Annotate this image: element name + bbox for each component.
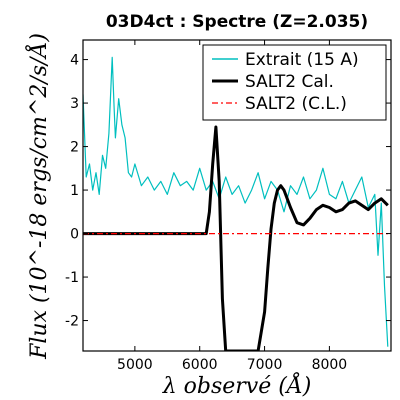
legend-label-salt2-cl: SALT2 (C.L.) <box>245 94 347 114</box>
y-tick-label--1: -1 <box>65 270 79 286</box>
y-tick-label-3: 3 <box>70 96 79 112</box>
y-tick-label-4: 4 <box>70 53 79 69</box>
x-tick-label-7000: 7000 <box>247 357 283 373</box>
y-tick-label-2: 2 <box>70 140 79 156</box>
y-tick-label-1: 1 <box>70 183 79 199</box>
series-line-salt2-cal <box>83 125 389 351</box>
series-layer <box>83 56 391 351</box>
legend-label-extrait: Extrait (15 A) <box>245 50 359 70</box>
legend: Extrait (15 A) SALT2 Cal. SALT2 (C.L.) <box>202 44 387 121</box>
legend-label-salt2-cal: SALT2 Cal. <box>245 72 334 92</box>
ticks-layer: 5000 6000 7000 8000 4 3 2 1 0 -1 -2 <box>65 40 391 373</box>
y-tick-label--2: -2 <box>65 314 79 330</box>
y-tick-label-0: 0 <box>70 227 79 243</box>
x-tick-label-8000: 8000 <box>312 357 348 373</box>
plot-frame <box>82 39 392 352</box>
x-tick-label-5000: 5000 <box>117 357 153 373</box>
x-tick-label-6000: 6000 <box>182 357 218 373</box>
y-axis-label: Flux (10^-18 ergs/cm^2/s/Å) <box>24 33 52 360</box>
x-axis-label: λ observé (Å) <box>162 371 312 399</box>
chart-title: 03D4ct : Spectre (Z=2.035) <box>106 12 368 32</box>
